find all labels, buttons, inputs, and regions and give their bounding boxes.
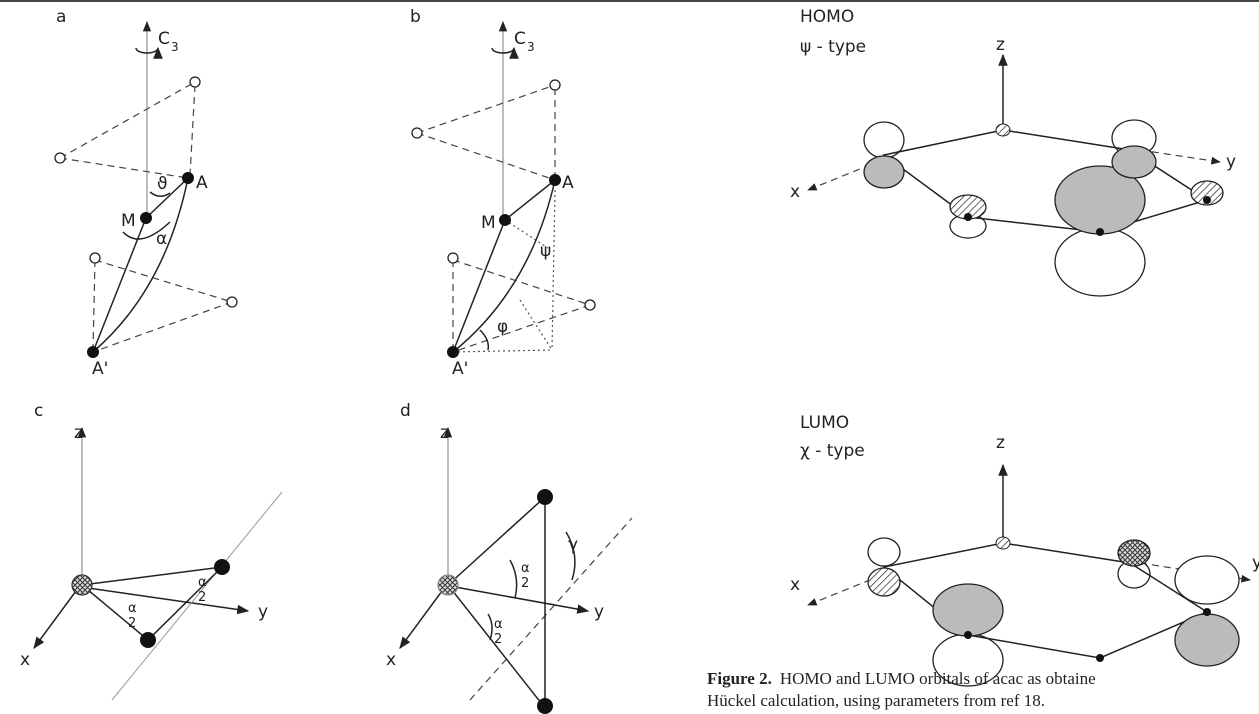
axis-label: x (790, 182, 800, 202)
axis-label: z (74, 423, 83, 443)
point-label: M (121, 211, 136, 231)
point-label: A' (92, 359, 108, 379)
caption-line: Figure 2. HOMO and LUMO orbitals of acac … (707, 669, 1096, 688)
point-label: M (481, 213, 496, 233)
axis-label: y (594, 602, 604, 622)
panel-label: d (400, 401, 411, 421)
fraction-denominator: 2 (198, 590, 206, 605)
axis-label: x (20, 650, 30, 670)
panel-label: b (410, 7, 421, 27)
panel-a: a C 3 A M A' ϑ α (55, 7, 237, 379)
caption-label: Figure 2. (707, 669, 772, 688)
orbital-title: HOMO (800, 7, 854, 27)
axis-label: z (440, 423, 449, 443)
axis-subscript: 3 (527, 40, 535, 54)
panel-b: b C 3 A M A' ψ φ (410, 7, 595, 379)
angle-label: ϑ (157, 174, 168, 194)
angle-label: φ (497, 317, 508, 337)
fraction-numerator: α (521, 561, 530, 576)
panel-label: a (56, 7, 66, 27)
panel-c: c z y x α 2 α 2 (20, 401, 282, 700)
lumo-diagram: LUMO χ - type z x y (790, 413, 1259, 686)
fraction-numerator: α (494, 617, 503, 632)
axis-label: y (1226, 152, 1236, 172)
point-label: A (562, 173, 574, 193)
caption-line: Hückel calculation, using parameters fro… (707, 691, 1045, 710)
fraction-denominator: 2 (494, 632, 502, 647)
axis-label: x (386, 650, 396, 670)
axis-label: x (790, 575, 800, 595)
fraction-denominator: 2 (128, 616, 136, 631)
fraction-denominator: 2 (521, 576, 529, 591)
point-label: A' (452, 359, 468, 379)
panel-d: d z y x α 2 α 2 γ (386, 401, 632, 714)
figure: a C 3 A M A' ϑ α b C 3 A M A' ψ φ c z y … (0, 0, 1259, 714)
orbital-title: LUMO (800, 413, 849, 433)
angle-label: α (156, 229, 167, 249)
orbital-subtitle: χ - type (800, 441, 865, 461)
homo-diagram: HOMO ψ - type z x y (790, 7, 1236, 296)
axis-label: z (996, 433, 1005, 453)
caption-text: HOMO and LUMO orbitals of acac as obtain… (780, 669, 1096, 688)
angle-label: ψ (540, 241, 551, 261)
axis-label: y (1252, 553, 1259, 573)
point-label: A (196, 173, 208, 193)
fraction-numerator: α (198, 575, 207, 590)
panel-label: c (34, 401, 43, 421)
orbital-subtitle: ψ - type (800, 37, 866, 57)
angle-label: γ (568, 535, 578, 555)
axis-subscript: 3 (171, 40, 179, 54)
axis-label: C (514, 29, 526, 49)
axis-label: z (996, 35, 1005, 55)
axis-label: C (158, 29, 170, 49)
axis-label: y (258, 602, 268, 622)
fraction-numerator: α (128, 601, 137, 616)
